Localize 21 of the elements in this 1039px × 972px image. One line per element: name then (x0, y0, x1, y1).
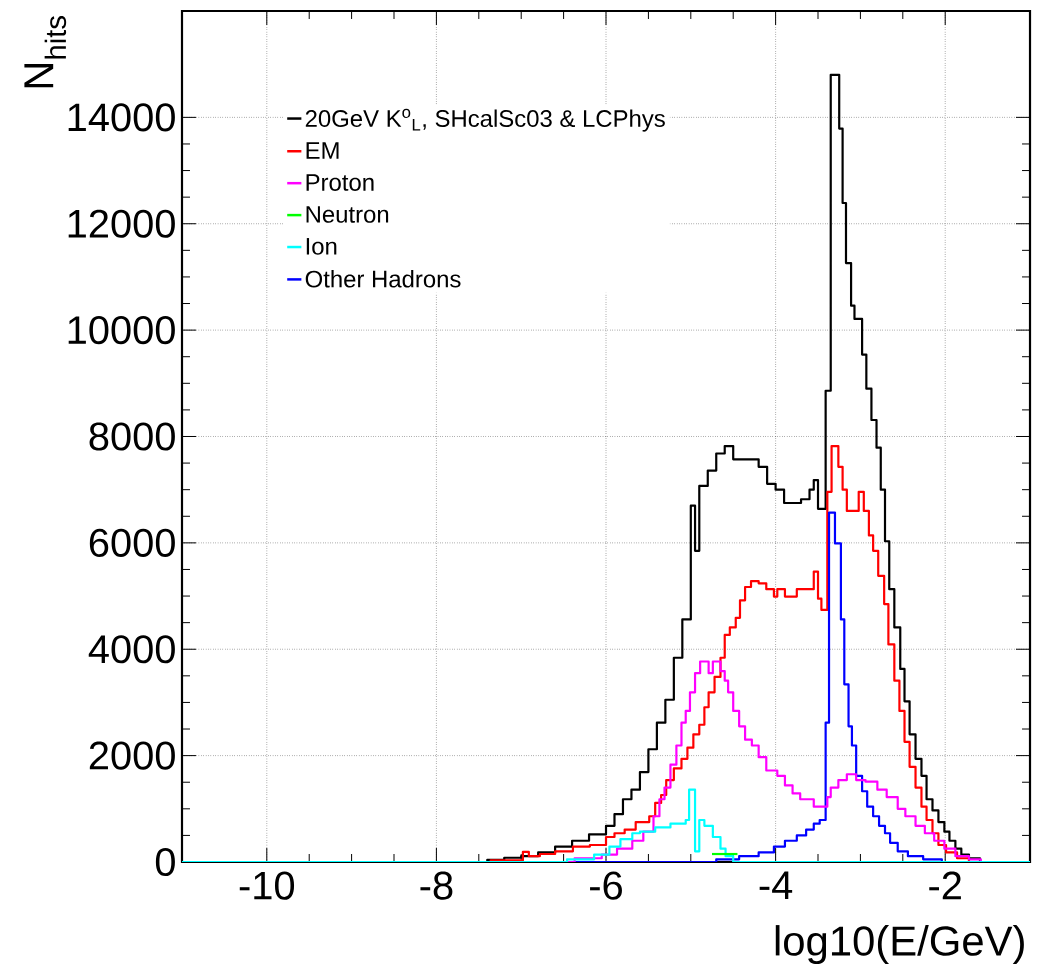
y-tick-label: 10000 (68, 316, 175, 345)
legend-label: Other Hadrons (305, 269, 461, 288)
x-tick-label: -4 (759, 871, 793, 899)
y-tick-label: 12000 (68, 209, 175, 238)
y-tick-label: 4000 (88, 635, 175, 664)
legend-label: Proton (306, 174, 374, 191)
y-tick-label: 8000 (89, 422, 175, 451)
legend-label: EM (306, 142, 339, 159)
legend-label: Ion (306, 238, 337, 255)
legend-label: Neutron (306, 206, 389, 223)
x-tick-label: -2 (929, 871, 961, 900)
y-tick-label: 2000 (89, 741, 175, 770)
x-tick-label: -6 (590, 871, 622, 900)
x-axis-title: log10(E/GeV) (775, 925, 1024, 965)
x-tick-label: -8 (420, 871, 453, 900)
x-tick-label: -10 (239, 871, 295, 900)
y-tick-label: 6000 (89, 528, 175, 557)
y-axis-title: N$_{hits}$ (24, 16, 67, 88)
y-tick-label: 14000 (68, 103, 175, 132)
legend-label: 20GeV K$^{o}$$_{L}$, SHcalSc03 & LCPhys (305, 108, 665, 132)
y-tick-label: 0 (155, 847, 175, 877)
